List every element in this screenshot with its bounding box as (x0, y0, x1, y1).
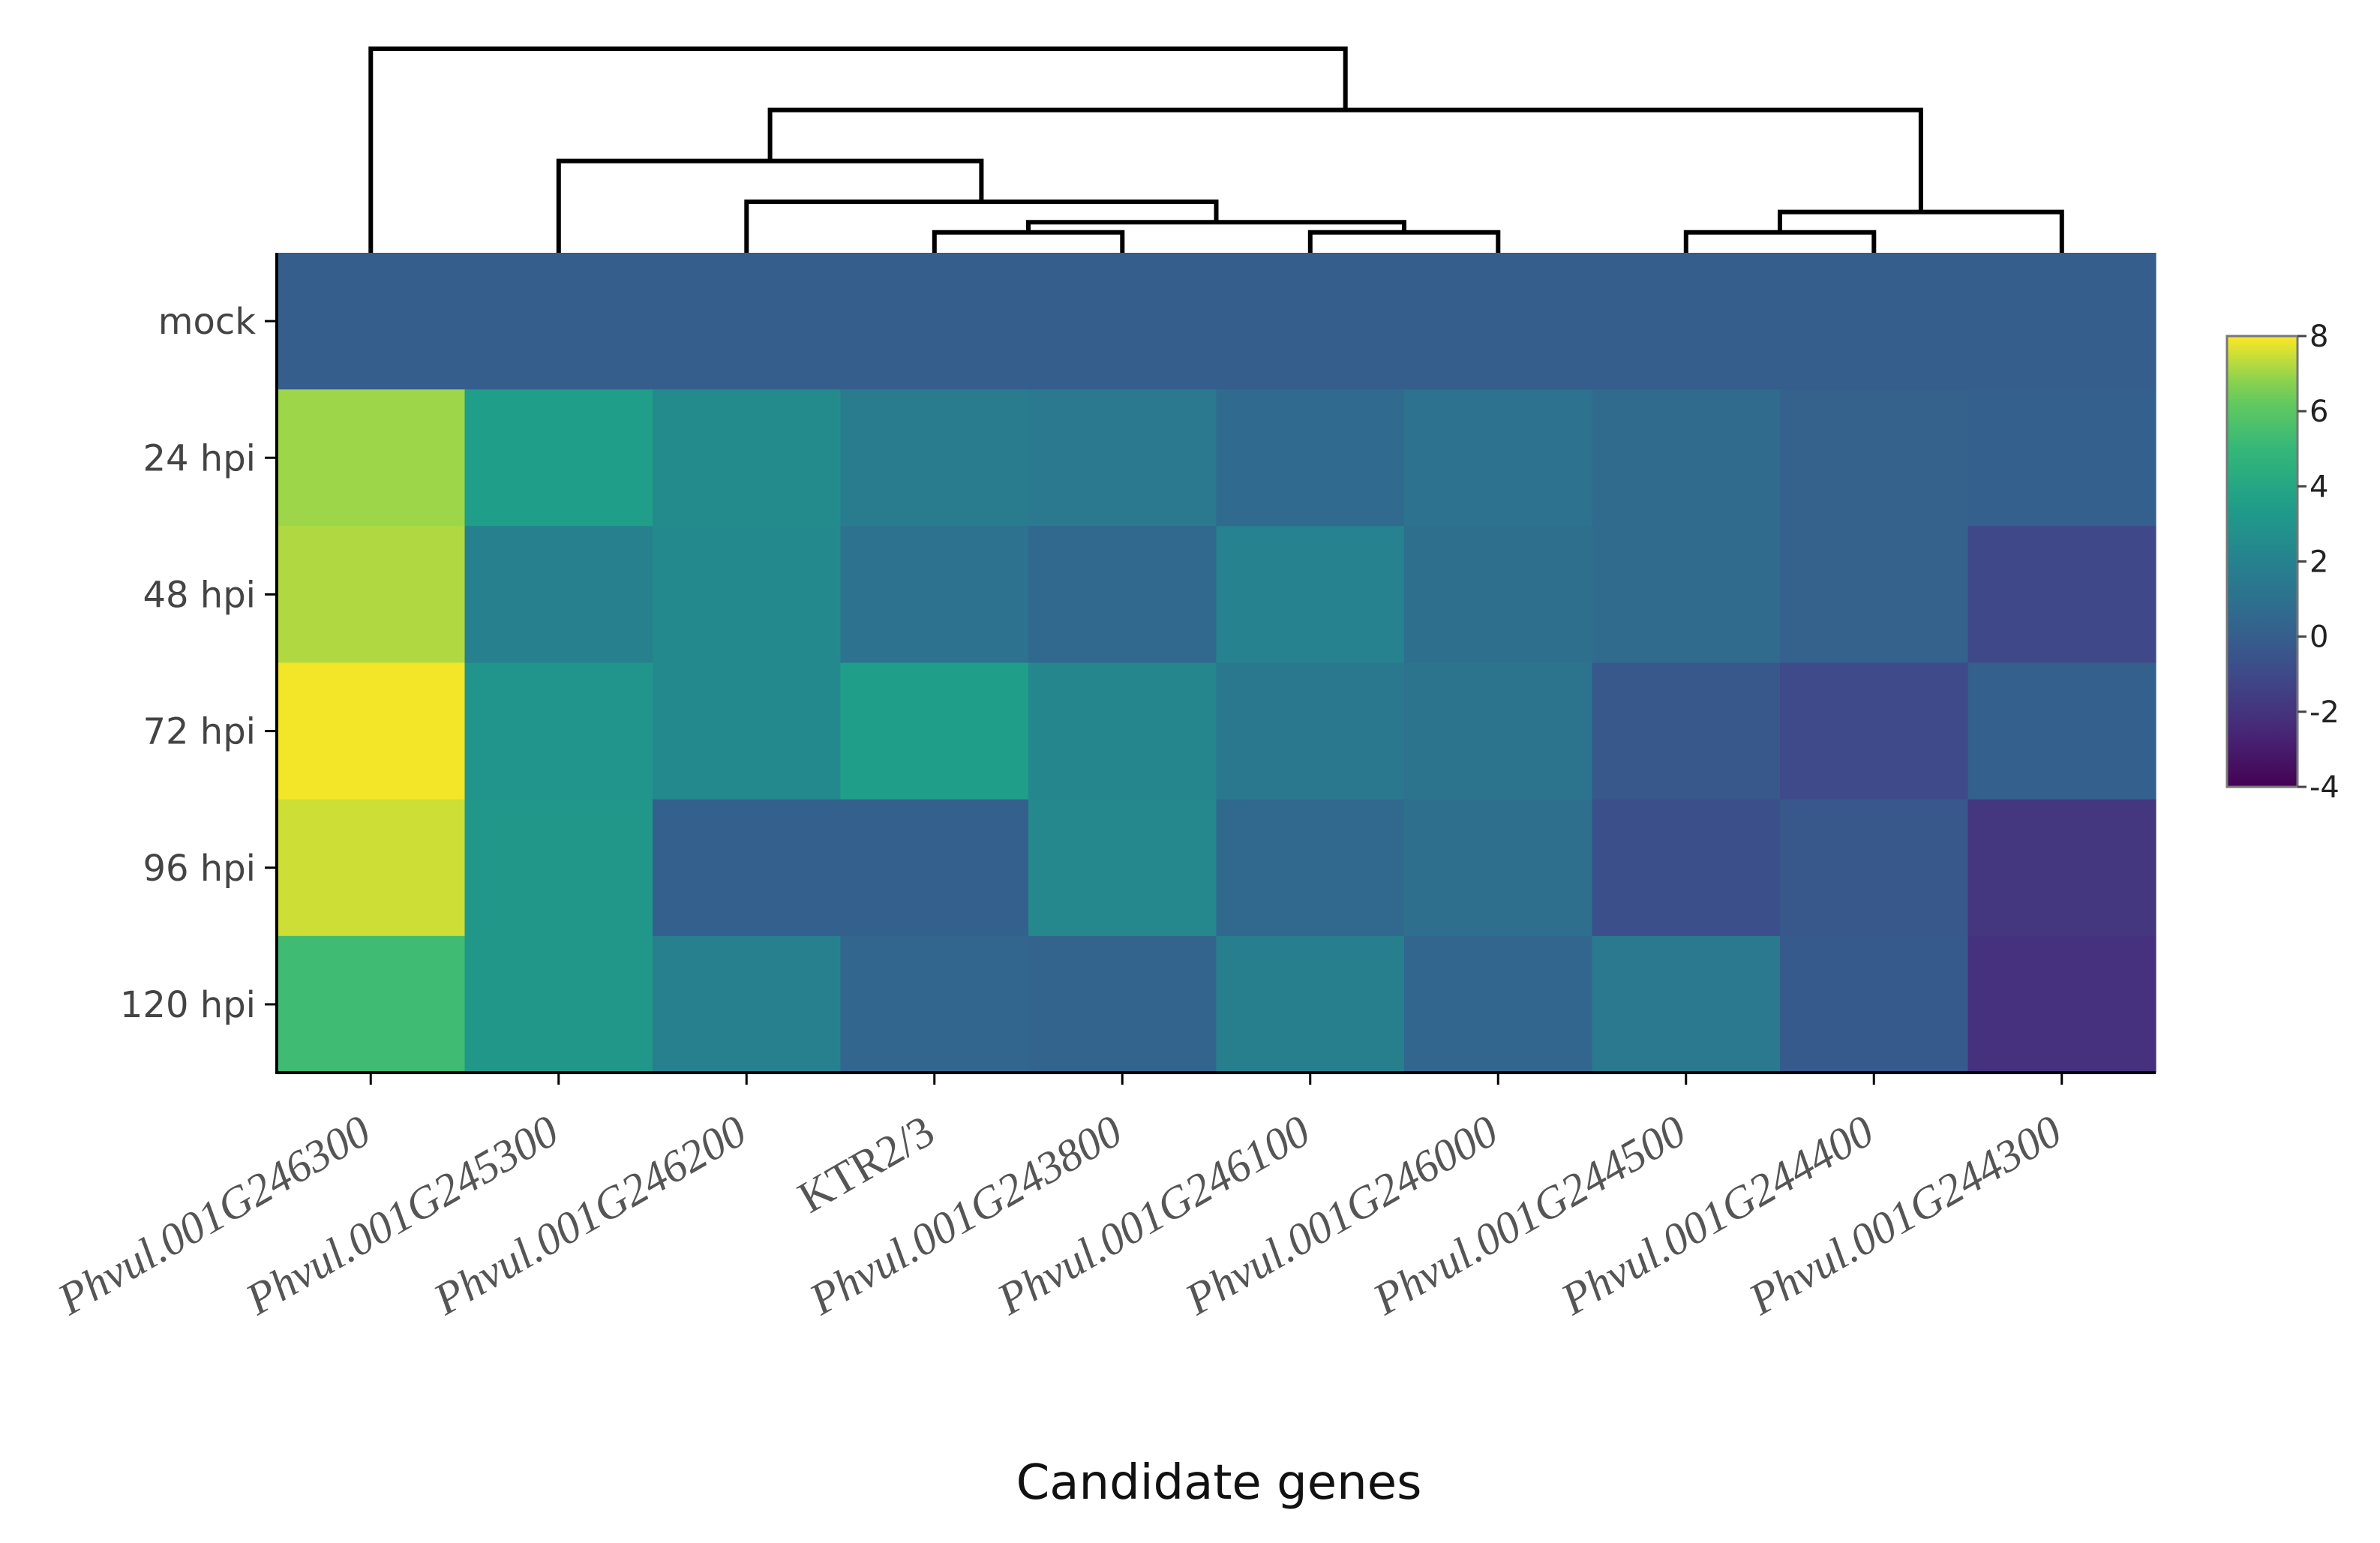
x-tick-label: Phvul.001G246000 (1176, 1106, 1505, 1325)
y-tick-label: 72 hpi (143, 711, 256, 753)
heatmap-cell (464, 253, 653, 390)
heatmap-cell (1404, 253, 1593, 390)
x-tick-label: Phvul.001G246100 (989, 1106, 1318, 1325)
heatmap-cell (1592, 253, 1781, 390)
heatmap-cell (1780, 526, 1969, 664)
heatmap-cell (1028, 935, 1217, 1073)
heatmap-cell (1780, 935, 1969, 1073)
heatmap-cell (277, 799, 466, 937)
heatmap-cell (1967, 253, 2156, 390)
colorbar: -4 -2 0 2 4 6 8 (2225, 320, 2339, 805)
heatmap-cell (1592, 935, 1781, 1073)
heatmap-cell (1780, 799, 1969, 937)
axes (275, 253, 2156, 1074)
heatmap-cell (653, 935, 842, 1073)
heatmap-cell (464, 526, 653, 664)
x-tick-label: Phvul.001G244300 (1740, 1106, 2069, 1325)
y-tick-label: mock (158, 301, 257, 343)
x-axis-ticks: Phvul.001G246300Phvul.001G245300Phvul.00… (49, 1073, 2069, 1325)
heatmap-cell (840, 662, 1029, 800)
heatmap-cell (1780, 253, 1969, 390)
heatmap-cell (1028, 662, 1217, 800)
heatmap-cell (1216, 662, 1405, 800)
colorbar-tick-label: -4 (2309, 770, 2339, 805)
heatmap-cell (1404, 935, 1593, 1073)
x-tick-label: Phvul.001G244400 (1552, 1106, 1881, 1325)
dendrogram-branch (744, 200, 1219, 253)
heatmap-cell (1592, 526, 1781, 664)
heatmap-cell (277, 935, 466, 1073)
heatmap-cell (1028, 799, 1217, 937)
heatmap-cell (277, 389, 466, 527)
x-tick-label: Phvul.001G246200 (425, 1106, 754, 1325)
heatmap-cell (653, 389, 842, 527)
dendrogram-branch (932, 230, 1125, 253)
heatmap-cell (840, 389, 1029, 527)
column-dendrogram (368, 47, 2064, 253)
heatmap-cell (1028, 253, 1217, 390)
heatmap-cell (1592, 389, 1781, 527)
x-tick-label: Phvul.001G245300 (237, 1106, 566, 1325)
heatmap-cell (1216, 935, 1405, 1073)
colorbar-tick-label: -2 (2309, 695, 2339, 730)
heatmap-cell (1216, 389, 1405, 527)
heatmap-cell (277, 526, 466, 664)
heatmap-cell (840, 799, 1029, 937)
heatmap-cell (277, 662, 466, 800)
y-tick-label: 120 hpi (120, 984, 256, 1026)
heatmap-cells (277, 253, 2156, 1073)
colorbar-tick-label: 0 (2309, 620, 2328, 655)
dendrogram-branch (556, 158, 984, 253)
x-tick-label: Phvul.001G244500 (1364, 1106, 1694, 1325)
x-tick-label: Phvul.001G243800 (800, 1106, 1130, 1325)
heatmap-cell (653, 799, 842, 937)
colorbar-tick-label: 4 (2309, 470, 2328, 504)
heatmap-cell (840, 526, 1029, 664)
colorbar-gradient (2225, 335, 2299, 788)
heatmap-cell (1404, 799, 1593, 937)
colorbar-tick-label: 6 (2309, 395, 2328, 429)
dendrogram-branch (368, 47, 1348, 253)
heatmap-cell (464, 799, 653, 937)
y-tick-label: 96 hpi (143, 848, 256, 890)
y-tick-label: 48 hpi (143, 574, 256, 616)
heatmap-cell (653, 526, 842, 664)
dendrogram-branch (1683, 230, 1877, 253)
heatmap-cell (1967, 526, 2156, 664)
heatmap-cell (840, 253, 1029, 390)
heatmap-cell (1028, 389, 1217, 527)
heatmap-cell (1404, 662, 1593, 800)
heatmap-cell (1592, 799, 1781, 937)
heatmap-cell (840, 935, 1029, 1073)
x-axis-title: Candidate genes (1016, 1455, 1422, 1511)
heatmap-cell (464, 935, 653, 1073)
heatmap-cell (653, 253, 842, 390)
heatmap-cell (1404, 526, 1593, 664)
heatmap-cell (1967, 799, 2156, 937)
y-axis-ticks: mock 24 hpi 48 hpi 72 hpi 96 hpi 120 hpi (120, 301, 277, 1026)
heatmap-cell (1967, 935, 2156, 1073)
colorbar-tick-label: 8 (2309, 320, 2328, 354)
heatmap-cell (1592, 662, 1781, 800)
heatmap-cell (1028, 526, 1217, 664)
dendrogram-branch (1307, 230, 1501, 253)
heatmap-cell (1216, 253, 1405, 390)
heatmap-cell (464, 662, 653, 800)
y-tick-label: 24 hpi (143, 437, 256, 479)
heatmap-cell (277, 253, 466, 390)
heatmap-cell (1216, 799, 1405, 937)
heatmap-cell (653, 662, 842, 800)
heatmap-cell (1967, 389, 2156, 527)
x-tick-label: KTR2/3 (790, 1106, 942, 1222)
heatmap-cell (1967, 662, 2156, 800)
heatmap-cell (1780, 662, 1969, 800)
colorbar-tick-label: 2 (2309, 545, 2328, 580)
heatmap-cell (1780, 389, 1969, 527)
x-tick-label: Phvul.001G246300 (49, 1106, 378, 1325)
heatmap-cell (1404, 389, 1593, 527)
heatmap-cell (1216, 526, 1405, 664)
heatmap-cell (464, 389, 653, 527)
